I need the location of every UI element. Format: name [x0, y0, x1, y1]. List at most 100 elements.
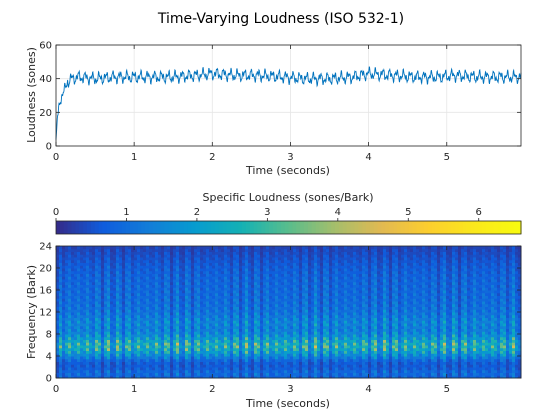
spectrogram-cell — [209, 276, 213, 280]
spectrogram-cell — [116, 259, 120, 263]
spectrogram-cell — [176, 356, 180, 360]
spectrogram-cell — [197, 339, 201, 343]
spectrogram-cell — [140, 312, 144, 316]
spectrogram-cell — [275, 290, 279, 294]
spectrogram-cell — [266, 257, 270, 261]
spectrogram-cell — [104, 358, 108, 362]
spectrogram-cell — [104, 347, 108, 351]
spectrogram-cell — [341, 276, 345, 280]
spectrogram-cell — [101, 347, 105, 351]
spectrogram-cell — [185, 334, 189, 338]
spectrogram-cell — [245, 284, 249, 288]
spectrogram-cell — [68, 361, 72, 365]
spectrogram-cell — [110, 314, 114, 318]
spectrogram-cell — [110, 273, 114, 277]
spectrogram-cell — [251, 320, 255, 324]
spectrogram-cell — [206, 301, 210, 305]
spectrogram-cell — [332, 309, 336, 313]
spectrogram-cell — [101, 353, 105, 357]
spectrogram-cell — [236, 303, 240, 307]
spectrogram-cell — [68, 356, 72, 360]
colorbar-cell — [366, 221, 371, 234]
spectrogram-cell — [239, 276, 243, 280]
spectrogram-cell — [215, 339, 219, 343]
spectrogram-cell — [137, 295, 141, 299]
spectrogram-cell — [218, 361, 222, 365]
spectrogram-cell — [272, 290, 276, 294]
spectrogram-cell — [218, 331, 222, 335]
spectrogram-cell — [110, 262, 114, 266]
spectrogram-cell — [185, 251, 189, 255]
spectrogram-cell — [146, 298, 150, 302]
spectrogram-cell — [218, 276, 222, 280]
spectrogram-cell — [242, 312, 246, 316]
spectrogram-cell — [83, 364, 87, 368]
spectrogram-cell — [74, 268, 78, 272]
spectrogram-cell — [281, 320, 285, 324]
spectrogram-cell — [260, 287, 264, 291]
spectrogram-cell — [248, 306, 252, 310]
spectrogram-cell — [170, 328, 174, 332]
spectrogram-cell — [224, 295, 228, 299]
spectrogram-cell — [299, 281, 303, 285]
spectrogram-cell — [212, 259, 216, 263]
spectrogram-cell — [326, 306, 330, 310]
spectrogram-cell — [236, 361, 240, 365]
spectrogram-cell — [302, 273, 306, 277]
spectrogram-cell — [230, 287, 234, 291]
spectrogram-cell — [56, 270, 60, 274]
spectrogram-cell — [122, 345, 126, 349]
spectrogram-cell — [278, 270, 282, 274]
spectrogram-cell — [152, 358, 156, 362]
spectrogram-cell — [194, 276, 198, 280]
spectrogram-cell — [314, 347, 318, 351]
colorbar-cell — [168, 221, 173, 234]
spectrogram-cell — [281, 317, 285, 321]
spectrogram-cell — [203, 309, 207, 313]
spectrogram-cell — [302, 356, 306, 360]
spectrogram-cell — [269, 284, 273, 288]
spectrogram-cell — [107, 375, 111, 379]
spectrogram-cell — [314, 279, 318, 283]
spectrogram-cell — [200, 270, 204, 274]
spectrogram-cell — [320, 372, 324, 376]
spectrogram-cell — [182, 287, 186, 291]
spectrogram-cell — [329, 287, 333, 291]
spectrogram-cell — [107, 345, 111, 349]
spectrogram-cell — [323, 342, 327, 346]
spectrogram-cell — [107, 361, 111, 365]
spectrogram-cell — [239, 339, 243, 343]
spectrogram-cell — [311, 279, 315, 283]
spectrogram-cell — [263, 336, 267, 340]
spectrogram-cell — [95, 276, 99, 280]
spectrogram-cell — [179, 347, 183, 351]
spectrogram-cell — [224, 276, 228, 280]
spectrogram-cell — [266, 303, 270, 307]
spectrogram-cell — [179, 339, 183, 343]
spectrogram-cell — [290, 369, 294, 373]
spectrogram-cell — [173, 268, 177, 272]
spectrogram-cell — [308, 334, 312, 338]
spectrogram-cell — [326, 336, 330, 340]
spectrogram-cell — [89, 259, 93, 263]
spectrogram-cell — [224, 367, 228, 371]
spectrogram-cell — [317, 361, 321, 365]
spectrogram-cell — [206, 325, 210, 329]
spectrogram-cell — [71, 287, 75, 291]
spectrogram-cell — [74, 251, 78, 255]
spectrogram-cell — [122, 350, 126, 354]
spectrogram-cell — [329, 251, 333, 255]
spectrogram-cell — [164, 350, 168, 354]
spectrogram-cell — [317, 367, 321, 371]
spectrogram-cell — [311, 281, 315, 285]
spectrogram-cell — [134, 251, 138, 255]
spectrogram-cell — [176, 309, 180, 313]
spectrogram-cell — [110, 353, 114, 357]
spectrogram-cell — [308, 314, 312, 318]
spectrogram-cell — [221, 372, 225, 376]
spectrogram-cell — [293, 248, 297, 252]
spectrogram-cell — [140, 303, 144, 307]
spectrogram-cell — [314, 257, 318, 261]
spectrogram-cell — [275, 303, 279, 307]
spectrogram-cell — [314, 361, 318, 365]
